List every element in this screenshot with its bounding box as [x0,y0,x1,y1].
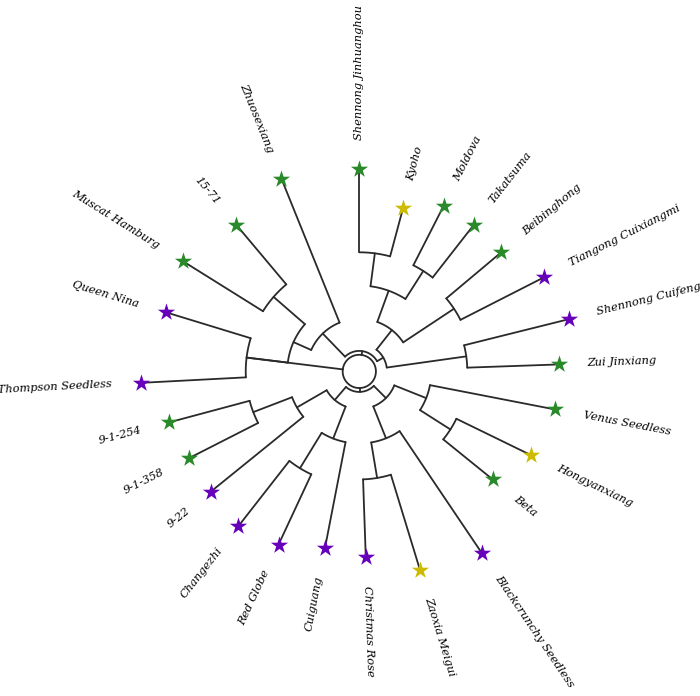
Point [438,200,449,212]
Point [231,219,242,230]
Point [414,564,426,576]
Point [564,314,575,325]
Point [232,521,244,532]
Text: Red Globe: Red Globe [237,569,271,627]
Text: 9-1-358: 9-1-358 [122,467,166,496]
Point [205,486,216,497]
Text: Changezhi: Changezhi [178,546,225,601]
Text: Takatsuma: Takatsuma [487,150,533,205]
Point [135,377,146,388]
Text: Shennong Jinhuanghou: Shennong Jinhuanghou [354,6,364,141]
Point [354,164,365,175]
Text: Christmas Rose: Christmas Rose [362,585,375,677]
Text: Hongyanxiang: Hongyanxiang [555,464,634,509]
Point [360,551,372,562]
Text: Shennong Cuifeng: Shennong Cuifeng [596,281,700,317]
Text: Kyoho: Kyoho [405,145,424,182]
Text: Muscat Hamburg: Muscat Hamburg [71,189,162,251]
Point [160,307,172,318]
Point [550,404,561,415]
Text: Thompson Seedless: Thompson Seedless [0,379,112,395]
Text: Venus Seedless: Venus Seedless [582,410,671,437]
Point [487,474,498,485]
Text: Zui Jinxiang: Zui Jinxiang [587,356,657,368]
Text: Beta: Beta [512,493,539,518]
Point [398,203,409,214]
Text: Cuiguang: Cuiguang [304,576,324,632]
Text: 9-1-254: 9-1-254 [98,425,143,446]
Text: Zaoxia Meigui: Zaoxia Meigui [424,596,457,678]
Point [468,220,479,231]
Point [178,255,189,267]
Text: Tiangong Cuixiangmi: Tiangong Cuixiangmi [568,204,682,269]
Point [183,452,195,464]
Point [496,246,507,258]
Text: Moldova: Moldova [452,134,484,182]
Text: Queen Nina: Queen Nina [71,279,140,309]
Point [319,543,330,554]
Point [539,271,550,283]
Point [526,450,537,461]
Text: Blackcrunchy Seedless: Blackcrunchy Seedless [494,574,576,690]
Text: Zhuosexiang: Zhuosexiang [239,82,275,154]
Text: Beibinghong: Beibinghong [520,183,582,237]
Text: 9-22: 9-22 [165,506,192,530]
Point [276,173,287,184]
Text: 15-71: 15-71 [193,175,222,206]
Point [476,547,487,558]
Point [273,539,284,550]
Point [164,417,175,428]
Point [553,359,564,370]
